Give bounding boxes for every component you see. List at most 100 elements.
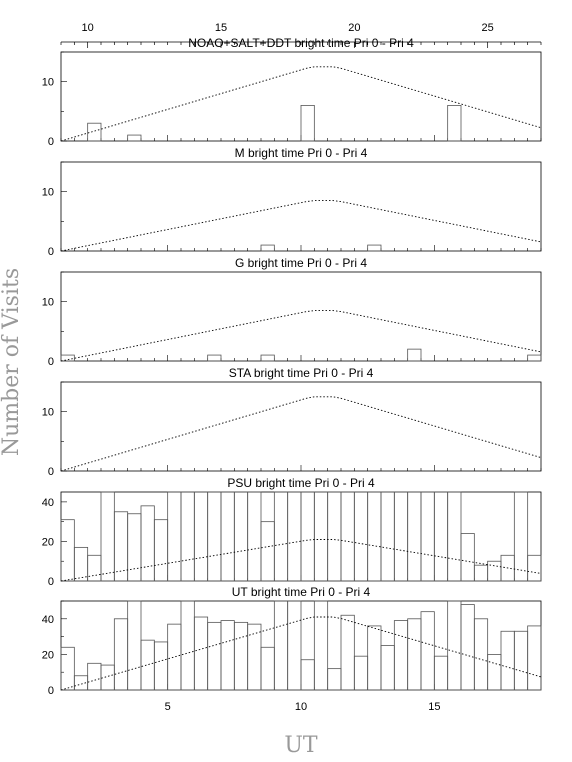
histogram-bar: [447, 105, 462, 142]
histogram-bar: [313, 600, 329, 691]
histogram-bar: [420, 611, 435, 691]
histogram-bar: [447, 491, 462, 582]
histogram-bar: [473, 618, 489, 691]
histogram-bar: [407, 348, 422, 362]
panel-title: PSU bright time Pri 0 - Pri 4: [227, 476, 375, 490]
histogram-bar: [340, 614, 355, 691]
histogram-bar: [433, 491, 449, 582]
panel-title: M bright time Pri 0 - Pri 4: [235, 146, 368, 160]
y-tick-label: 20: [42, 649, 54, 661]
histogram-bar: [313, 491, 329, 582]
histogram-bar: [153, 641, 169, 691]
histogram-bar: [527, 354, 542, 362]
bottom-axis-tick-label: 15: [428, 701, 440, 713]
y-tick-label: 20: [42, 536, 54, 548]
histogram-bar: [180, 600, 195, 691]
panel-5: PSU bright time Pri 0 - Pri 4 0 20 40: [42, 476, 542, 588]
histogram-bar: [353, 655, 369, 691]
histogram-bar: [420, 491, 435, 582]
histogram-bar: [153, 519, 169, 582]
panel-title: UT bright time Pri 0 - Pri 4: [232, 585, 371, 599]
y-tick-label: 0: [48, 685, 54, 697]
panel-title: NOAO+SALT+DDT bright time Pri 0 - Pri 4: [188, 36, 414, 50]
histogram-bar: [487, 560, 502, 582]
histogram-bar: [367, 625, 382, 691]
histogram-bar: [247, 623, 262, 691]
histogram-bar: [447, 600, 462, 691]
panel-4: STA bright time Pri 0 - Pri 4 0 10: [42, 366, 542, 478]
histogram-bar: [460, 533, 475, 582]
histogram-bar: [193, 616, 209, 691]
histogram-bar: [100, 664, 115, 691]
plot-frame: [60, 381, 542, 472]
histogram-bar: [300, 491, 315, 582]
histogram-bar: [220, 491, 235, 582]
histogram-bar: [473, 564, 489, 582]
histogram-bar: [127, 513, 142, 582]
top-axis-tick-label: 25: [482, 22, 494, 34]
plot-frame: [60, 271, 542, 362]
histogram-bar: [140, 505, 155, 582]
panels: 10 15 20 25 NOAO+SALT+DDT bright time Pri 0 …: [42, 22, 542, 713]
histogram-bar: [273, 600, 289, 691]
histogram-bar: [60, 354, 75, 362]
y-tick-label: 10: [42, 407, 54, 419]
histogram-bar: [260, 354, 275, 362]
y-tick-label: 0: [48, 576, 54, 588]
y-tick-label: 10: [42, 297, 54, 309]
histogram-bar: [113, 618, 129, 691]
bottom-axis-tick-label: 10: [295, 701, 307, 713]
y-tick-label: 10: [42, 77, 54, 89]
histogram-bar: [300, 659, 315, 691]
histogram-bar: [87, 122, 102, 142]
histogram-bar: [207, 354, 222, 362]
visibility-envelope: [60, 310, 542, 362]
histogram-bar: [353, 491, 369, 582]
visibility-envelope: [60, 539, 542, 582]
visibility-envelope: [60, 66, 542, 142]
histogram-bar: [167, 491, 182, 582]
histogram-bar: [60, 519, 75, 582]
panel-6: UT bright time Pri 0 - Pri 4 0 20 40: [42, 585, 542, 697]
histogram-bar: [513, 630, 529, 691]
histogram-bar: [340, 491, 355, 582]
histogram-bar: [140, 639, 155, 691]
histogram-bar: [433, 655, 449, 691]
histogram-bar: [380, 491, 395, 582]
histogram-bar: [273, 491, 289, 582]
histogram-bar: [193, 491, 209, 582]
histogram-bar: [260, 646, 275, 691]
histogram-bar: [393, 620, 409, 691]
histogram-bar: [407, 491, 422, 582]
histogram-bar: [393, 491, 409, 582]
histogram-bar: [527, 625, 542, 691]
histogram-bar: [233, 491, 249, 582]
histogram-bar: [167, 623, 182, 691]
histogram-bar: [73, 546, 89, 582]
histogram-bar: [500, 630, 515, 691]
histogram-bar: [513, 491, 529, 582]
histogram-bar: [487, 654, 502, 691]
top-axis-tick-label: 10: [82, 22, 94, 34]
y-axis-label: Number of Visits: [0, 268, 24, 456]
y-tick-label: 0: [48, 356, 54, 368]
plot-frame: [60, 161, 542, 252]
histogram-bar: [87, 662, 102, 691]
panel-title: G bright time Pri 0 - Pri 4: [235, 256, 367, 270]
histogram-bar: [87, 554, 102, 582]
histogram-bar: [207, 491, 222, 582]
histogram-bar: [367, 491, 382, 582]
histogram-bar: [367, 244, 382, 252]
histogram-bar: [287, 600, 302, 691]
histogram-bar: [407, 618, 422, 691]
visibility-envelope: [60, 396, 542, 472]
y-tick-label: 40: [42, 614, 54, 626]
histogram-bar: [220, 620, 235, 691]
y-tick-label: 0: [48, 246, 54, 258]
y-tick-label: 0: [48, 466, 54, 478]
histogram-bar: [327, 668, 342, 691]
y-tick-label: 0: [48, 136, 54, 148]
histogram-bar: [127, 600, 142, 691]
histogram-bar: [300, 105, 315, 142]
